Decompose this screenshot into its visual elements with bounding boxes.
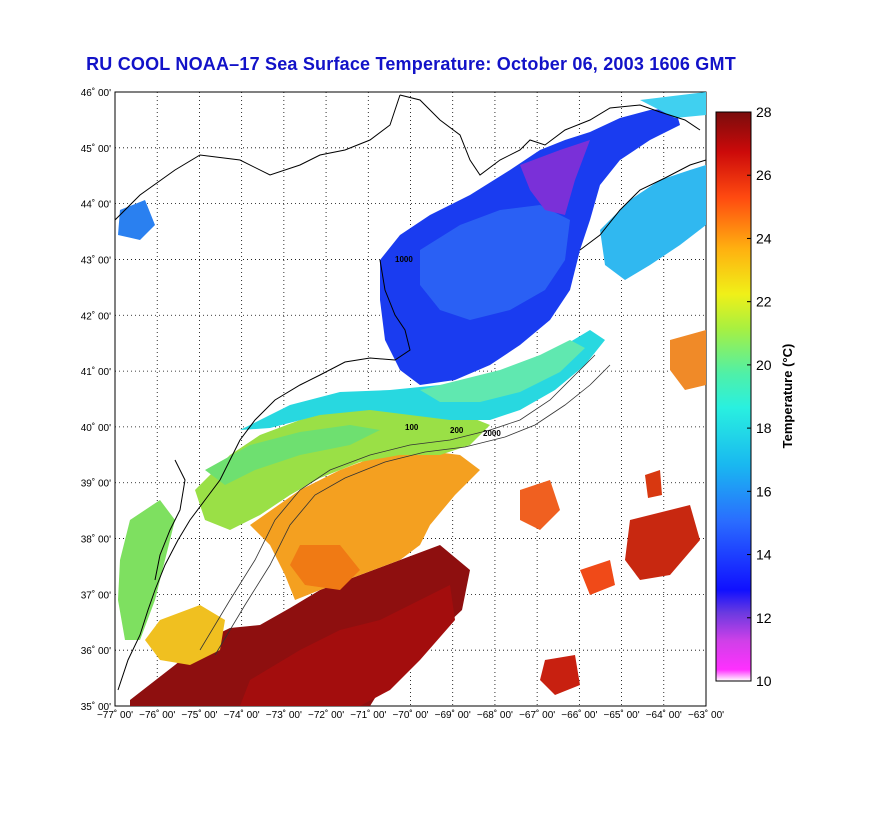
sst-region-cyan-band	[240, 330, 605, 430]
latitude-label: 38˚ 00'	[81, 534, 111, 546]
longitude-label: −76˚ 00'	[139, 709, 175, 721]
latitude-label: 42˚ 00'	[81, 310, 111, 322]
sst-patch-offshore-1	[520, 480, 560, 530]
longitude-label: −64˚ 00'	[646, 709, 682, 721]
sst-region-bay-green	[118, 500, 175, 640]
colorbar	[715, 111, 752, 682]
border-line-north	[115, 94, 401, 221]
colorbar-tick-label: 14	[756, 547, 772, 563]
sst-patch-offshore-2	[625, 505, 700, 580]
latitude-label: 39˚ 00'	[81, 478, 111, 490]
latitude-label: 44˚ 00'	[81, 199, 111, 211]
latitude-label: 46˚ 00'	[81, 87, 111, 99]
coast-eastern-us	[117, 259, 411, 691]
latitude-label: 45˚ 00'	[81, 143, 111, 155]
sst-region-lake	[118, 200, 155, 240]
colorbar-tick-label: 28	[756, 104, 772, 120]
latitude-label: 36˚ 00'	[81, 645, 111, 657]
isobath-2000	[214, 364, 611, 656]
colorbar-tick-label: 12	[756, 610, 772, 626]
colorbar-tick-label: 24	[756, 230, 772, 246]
sst-patch-offshore-4	[540, 655, 580, 695]
isobath-label-200: 200	[450, 426, 464, 435]
sst-region-eddy-orange	[290, 545, 360, 590]
longitude-label: −73˚ 00'	[266, 709, 302, 721]
coastline-layer	[115, 94, 706, 691]
sst-region-gulf-stream-core	[240, 585, 455, 706]
latitude-label: 40˚ 00'	[81, 422, 111, 434]
sst-region-north-cyan	[640, 92, 706, 118]
latitude-label: 43˚ 00'	[81, 254, 111, 266]
longitude-label: −65˚ 00'	[604, 709, 640, 721]
coast-chesapeake	[154, 459, 186, 581]
longitude-label: −74˚ 00'	[224, 709, 260, 721]
isobath-labels: 100 200 1000 2000	[395, 255, 501, 438]
isobath-label-2000: 2000	[483, 429, 501, 438]
longitude-label: −71˚ 00'	[350, 709, 386, 721]
longitude-label: −70˚ 00'	[392, 709, 428, 721]
colorbar-tick-label: 26	[756, 167, 772, 183]
isobath-label-1000: 1000	[395, 255, 413, 264]
latitude-axis: 46˚ 00' 45˚ 00' 44˚ 00' 43˚ 00' 42˚ 00' 41˚ 0…	[81, 87, 111, 713]
sst-region-coastal-yellow	[145, 605, 225, 665]
coast-maine	[399, 94, 701, 176]
longitude-axis: −77˚ 00' −76˚ 00' −75˚ 00' −74˚ 00' −73˚ 00'…	[97, 709, 724, 721]
longitude-label: −69˚ 00'	[435, 709, 471, 721]
longitude-label: −68˚ 00'	[477, 709, 513, 721]
map-title-text: RU COOL NOAA–17 Sea Surface Temperature:…	[86, 54, 736, 74]
isobath-layer	[199, 354, 611, 656]
colorbar-tick-label: 10	[756, 673, 772, 689]
sst-region-shelf-lightgreen	[205, 425, 380, 485]
sst-region-bay-of-fundy	[520, 140, 590, 215]
sst-patch-offshore-6	[645, 470, 662, 498]
colorbar-tick-label: 16	[756, 483, 772, 499]
map-title: RU COOL NOAA–17 Sea Surface Temperature:…	[0, 54, 892, 75]
latitude-label: 35˚ 00'	[81, 701, 111, 713]
sst-region-georges-bank	[420, 340, 585, 402]
sst-region-scotian-shelf	[600, 165, 706, 280]
colorbar-ticks: 28 26 24 22 20 18 16 14 12 10	[747, 104, 772, 689]
sst-region-gulf-of-maine-inner	[420, 205, 570, 320]
longitude-label: −66˚ 00'	[561, 709, 597, 721]
sst-patch-offshore-3	[580, 560, 615, 595]
sst-region-shelf-green	[195, 408, 490, 530]
colorbar-title: Temperature (°C)	[780, 344, 795, 449]
longitude-label: −75˚ 00'	[181, 709, 217, 721]
longitude-label: −67˚ 00'	[519, 709, 555, 721]
isobath-label-100: 100	[405, 423, 419, 432]
sst-swath-layer	[118, 92, 706, 706]
colorbar-tick-label: 22	[756, 294, 772, 310]
colorbar-tick-label: 20	[756, 357, 772, 373]
latitude-label: 41˚ 00'	[81, 366, 111, 378]
colorbar-tick-label: 18	[756, 420, 772, 436]
longitude-label: −77˚ 00'	[97, 709, 133, 721]
longitude-label: −72˚ 00'	[308, 709, 344, 721]
sst-patch-offshore-5	[670, 330, 706, 390]
latitude-label: 37˚ 00'	[81, 589, 111, 601]
isobath-100	[199, 354, 596, 651]
longitude-label: −63˚ 00'	[688, 709, 724, 721]
coast-nova-scotia	[579, 159, 706, 251]
